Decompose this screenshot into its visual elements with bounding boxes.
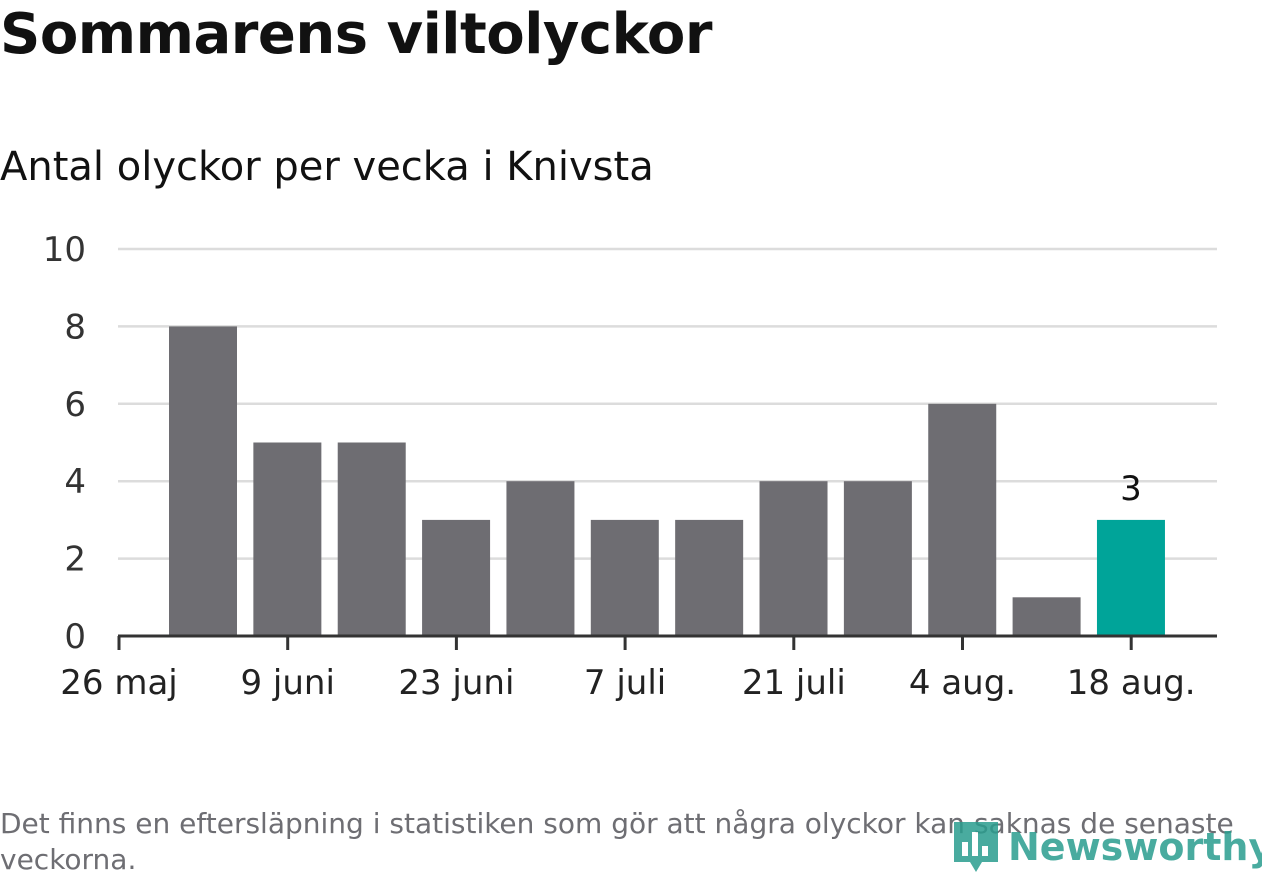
bar-value-label: 3 <box>1120 469 1142 509</box>
x-tick-label: 4 aug. <box>909 663 1016 703</box>
bar <box>1096 519 1165 636</box>
x-tick-label: 18 aug. <box>1067 663 1196 703</box>
y-tick-label: 10 <box>43 230 86 270</box>
y-tick-label: 2 <box>64 540 86 580</box>
bar <box>843 481 912 636</box>
y-tick-label: 6 <box>64 385 86 425</box>
bar <box>506 481 575 636</box>
footnote: Det finns en eftersläpning i statistiken… <box>0 807 1234 876</box>
chart-subtitle: Antal olyckor per vecka i Knivsta <box>0 144 654 190</box>
bar <box>169 326 237 636</box>
bar <box>422 519 491 636</box>
y-tick-label: 0 <box>64 617 86 657</box>
newsworthy-logo: Newsworthy <box>950 818 1262 876</box>
bar-chart: 0 2 4 6 8 10 3 26 maj 9 juni 23 juni 7 juli 21 juli… <box>43 230 1217 703</box>
bar <box>590 519 659 636</box>
bar <box>928 403 997 636</box>
bar <box>253 442 322 636</box>
chart-title: Sommarens viltolyckor <box>0 2 712 67</box>
x-tick-label: 7 juli <box>584 663 666 703</box>
newsworthy-logo-text: Newsworthy <box>1008 825 1262 869</box>
bar <box>675 519 744 636</box>
bar <box>337 442 406 636</box>
y-tick-label: 4 <box>64 462 86 502</box>
x-tick-label: 21 juli <box>742 663 846 703</box>
x-tick-label: 26 maj <box>60 663 177 703</box>
newsworthy-logo-icon <box>950 818 1002 876</box>
x-tick-label: 9 juni <box>240 663 334 703</box>
x-tick-label: 23 juni <box>398 663 514 703</box>
bar <box>1012 597 1081 636</box>
bar <box>759 481 828 636</box>
y-tick-label: 8 <box>64 307 86 347</box>
